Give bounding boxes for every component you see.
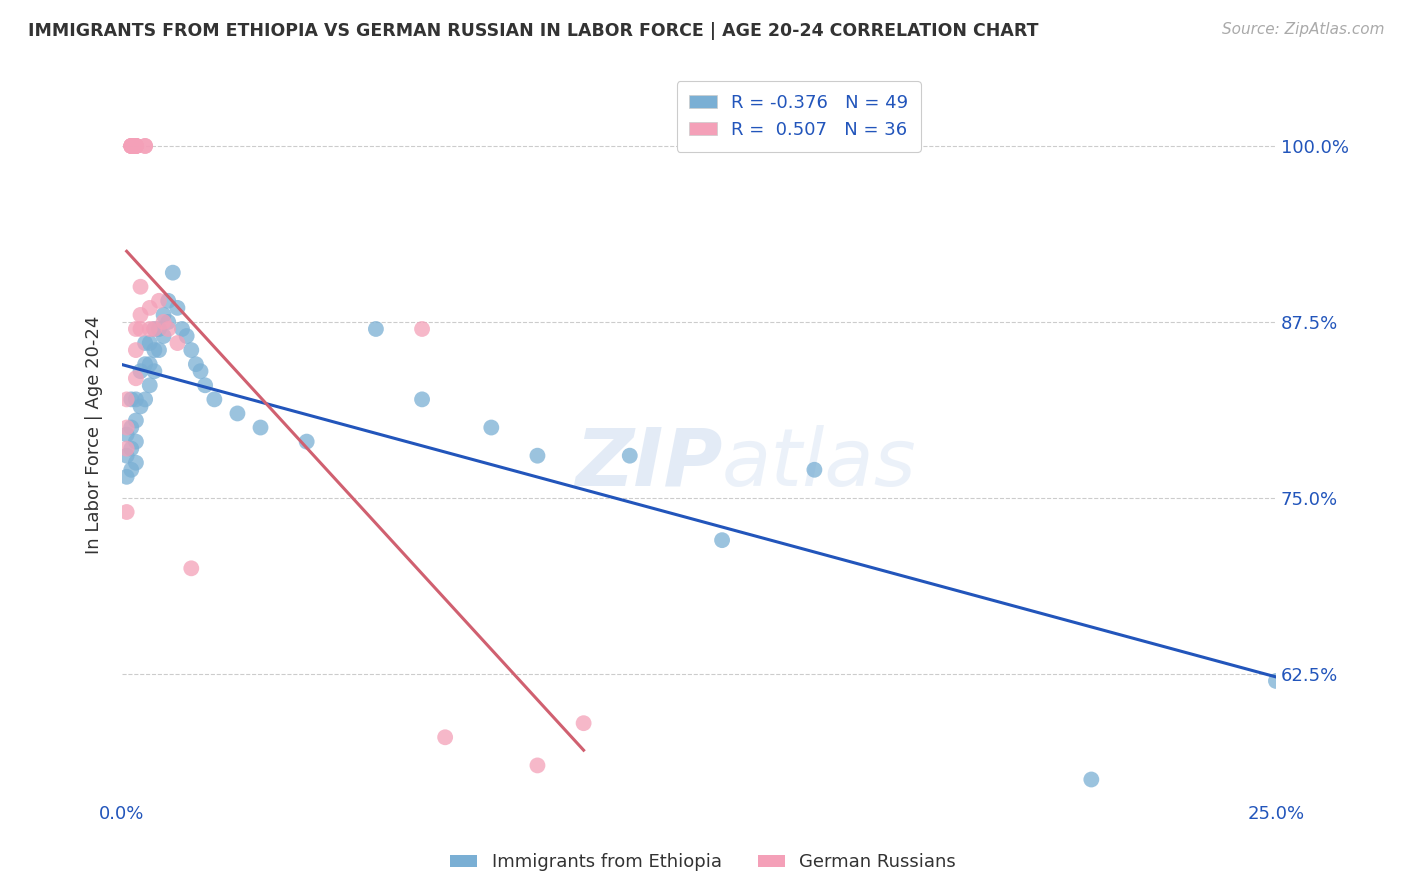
Point — [115, 420, 138, 434]
Point — [120, 139, 142, 153]
Point — [1080, 772, 1102, 787]
Point — [129, 364, 152, 378]
Point — [139, 378, 162, 392]
Point — [143, 322, 166, 336]
Point — [139, 336, 162, 351]
Point — [364, 322, 387, 336]
Point — [162, 266, 184, 280]
Point — [152, 315, 174, 329]
Point — [120, 463, 142, 477]
Point — [180, 561, 202, 575]
Point — [134, 336, 156, 351]
Point — [125, 456, 148, 470]
Point — [134, 357, 156, 371]
Point — [139, 357, 162, 371]
Point — [125, 139, 148, 153]
Point — [249, 420, 271, 434]
Point — [129, 279, 152, 293]
Point — [115, 442, 138, 456]
Point — [166, 336, 188, 351]
Point — [129, 400, 152, 414]
Point — [411, 392, 433, 407]
Point — [157, 293, 180, 308]
Point — [295, 434, 318, 449]
Text: IMMIGRANTS FROM ETHIOPIA VS GERMAN RUSSIAN IN LABOR FORCE | AGE 20-24 CORRELATIO: IMMIGRANTS FROM ETHIOPIA VS GERMAN RUSSI… — [28, 22, 1039, 40]
Point — [180, 343, 202, 357]
Point — [143, 343, 166, 357]
Point — [148, 343, 170, 357]
Point — [129, 322, 152, 336]
Point — [134, 139, 156, 153]
Point — [1265, 673, 1288, 688]
Point — [152, 329, 174, 343]
Point — [120, 139, 142, 153]
Point — [479, 420, 502, 434]
Point — [143, 322, 166, 336]
Point — [125, 343, 148, 357]
Point — [120, 420, 142, 434]
Point — [115, 392, 138, 407]
Point — [176, 329, 198, 343]
Point — [125, 139, 148, 153]
Point — [572, 716, 595, 731]
Point — [434, 731, 457, 745]
Point — [143, 364, 166, 378]
Point — [803, 463, 825, 477]
Point — [526, 758, 548, 772]
Point — [411, 322, 433, 336]
Point — [115, 427, 138, 442]
Point — [115, 470, 138, 484]
Point — [120, 392, 142, 407]
Point — [226, 407, 249, 421]
Point — [125, 392, 148, 407]
Point — [125, 139, 148, 153]
Point — [125, 371, 148, 385]
Point — [125, 139, 148, 153]
Text: Source: ZipAtlas.com: Source: ZipAtlas.com — [1222, 22, 1385, 37]
Legend: R = -0.376   N = 49, R =  0.507   N = 36: R = -0.376 N = 49, R = 0.507 N = 36 — [676, 81, 921, 152]
Point — [619, 449, 641, 463]
Text: atlas: atlas — [723, 425, 917, 503]
Point — [166, 301, 188, 315]
Point — [125, 139, 148, 153]
Point — [202, 392, 225, 407]
Point — [115, 449, 138, 463]
Point — [157, 322, 180, 336]
Point — [120, 139, 142, 153]
Point — [526, 449, 548, 463]
Point — [125, 413, 148, 427]
Point — [134, 392, 156, 407]
Point — [139, 301, 162, 315]
Point — [190, 364, 212, 378]
Point — [157, 315, 180, 329]
Point — [152, 308, 174, 322]
Point — [134, 139, 156, 153]
Point — [115, 505, 138, 519]
Point — [120, 139, 142, 153]
Point — [711, 533, 734, 548]
Legend: Immigrants from Ethiopia, German Russians: Immigrants from Ethiopia, German Russian… — [443, 847, 963, 879]
Point — [125, 139, 148, 153]
Y-axis label: In Labor Force | Age 20-24: In Labor Force | Age 20-24 — [86, 316, 103, 554]
Point — [148, 322, 170, 336]
Point — [125, 434, 148, 449]
Text: ZIP: ZIP — [575, 425, 723, 503]
Point — [139, 322, 162, 336]
Point — [170, 322, 193, 336]
Point — [125, 322, 148, 336]
Point — [184, 357, 207, 371]
Point — [194, 378, 217, 392]
Point — [148, 293, 170, 308]
Point — [125, 139, 148, 153]
Point — [129, 308, 152, 322]
Point — [120, 139, 142, 153]
Point — [120, 442, 142, 456]
